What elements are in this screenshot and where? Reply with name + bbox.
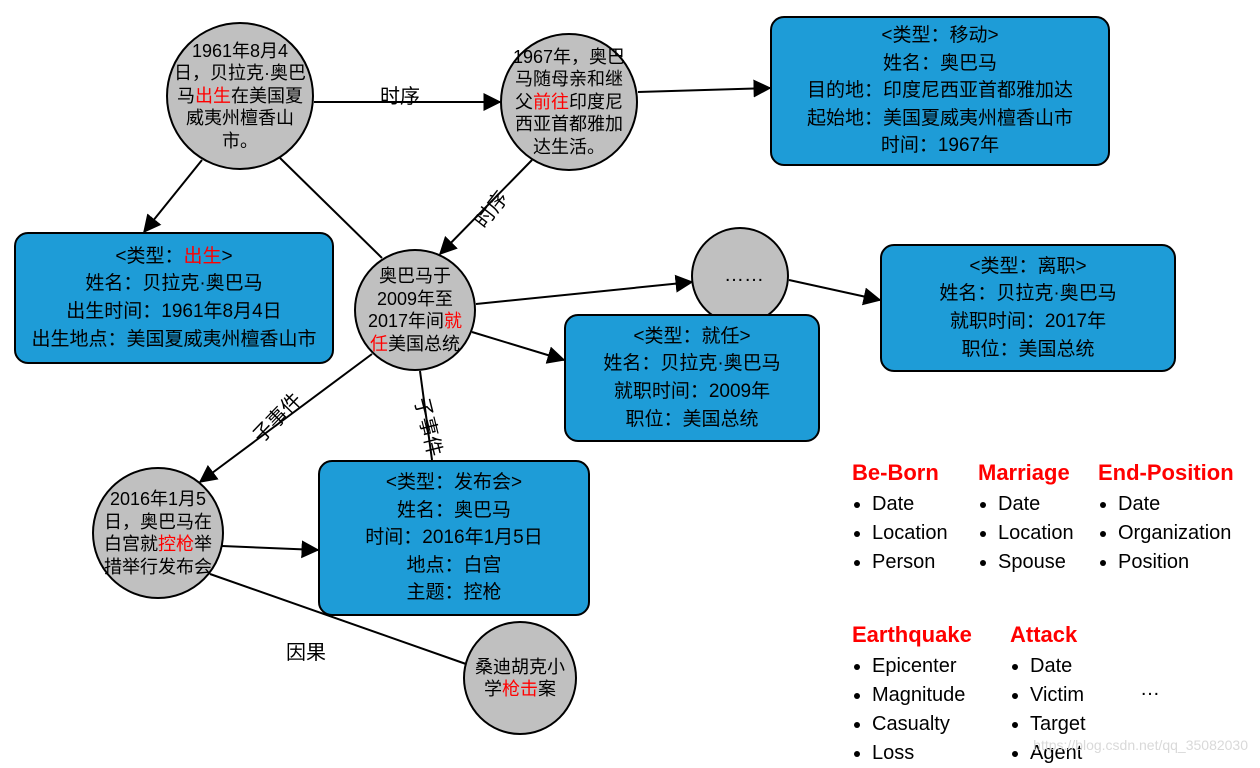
node-n2: 1967年，奥巴马随母亲和继父前往印度尼西亚首都雅加达生活。 xyxy=(500,33,638,171)
legend-title: Earthquake xyxy=(852,622,972,648)
node-b_press: <类型：发布会>姓名：奥巴马时间：2016年1月5日地点：白宫主题：控枪 xyxy=(318,460,590,616)
legend-Earthquake: Earthquake EpicenterMagnitudeCasualtyLoss xyxy=(852,622,972,768)
node-n3: 奥巴马于2009年至2017年间就任美国总统 xyxy=(354,249,476,371)
node-n5: 2016年1月5日，奥巴马在白宫就控枪举措举行发布会 xyxy=(92,467,224,599)
legend-item: Date xyxy=(998,490,1074,519)
node-n1: 1961年8月4日，贝拉克·奥巴马出生在美国夏威夷州檀香山市。 xyxy=(166,22,314,170)
legend-title: End-Position xyxy=(1098,460,1234,486)
legend-item: Person xyxy=(872,548,948,577)
edge-n1-b_birth xyxy=(144,160,202,232)
legend-Marriage: Marriage DateLocationSpouse xyxy=(978,460,1074,577)
edge-n2-b_move xyxy=(638,88,770,92)
edge-n3-b_take xyxy=(472,332,564,360)
legend-item: Location xyxy=(998,519,1074,548)
legend-item: Target xyxy=(1030,710,1086,739)
legend-item: Casualty xyxy=(872,710,972,739)
legend-End-Position: End-Position DateOrganizationPosition xyxy=(1098,460,1234,577)
legend-item: Location xyxy=(872,519,948,548)
edge-label-1: 时序 xyxy=(466,184,513,233)
node-n6: 桑迪胡克小学枪击案 xyxy=(463,621,577,735)
node-b_move: <类型：移动>姓名：奥巴马目的地：印度尼西亚首都雅加达起始地：美国夏威夷州檀香山… xyxy=(770,16,1110,166)
legend-title: Be-Born xyxy=(852,460,948,486)
edge-label-2: 子事件 xyxy=(245,385,308,448)
ellipsis-text: …… xyxy=(724,264,764,287)
legend-item: Epicenter xyxy=(872,652,972,681)
legend-item: Magnitude xyxy=(872,681,972,710)
edge-label-4: 因果 xyxy=(286,636,326,665)
edge-n3-n4 xyxy=(476,282,692,304)
diagram-stage: { "canvas": {"w":1260,"h":759,"bg":"#fff… xyxy=(0,0,1260,759)
edge-label-0: 时序 xyxy=(380,80,420,109)
legend-Be-Born: Be-Born DateLocationPerson xyxy=(852,460,948,577)
edge-n5-b_press xyxy=(222,546,318,550)
node-b_take: <类型：就任>姓名：贝拉克·奥巴马就职时间：2009年职位：美国总统 xyxy=(564,314,820,442)
node-b_leave: <类型：离职>姓名：贝拉克·奥巴马就职时间：2017年职位：美国总统 xyxy=(880,244,1176,372)
legend-item: Date xyxy=(1030,652,1086,681)
legend-item: Date xyxy=(1118,490,1234,519)
node-b_birth: <类型：出生>姓名：贝拉克·奥巴马出生时间：1961年8月4日出生地点：美国夏威… xyxy=(14,232,334,364)
legend-title: Marriage xyxy=(978,460,1074,486)
legend-item: Spouse xyxy=(998,548,1074,577)
legend-more: … xyxy=(1140,678,1160,701)
legend-item: Loss xyxy=(872,739,972,768)
legend-title: Attack xyxy=(1010,622,1086,648)
edge-label-3: 子事件 xyxy=(409,394,452,459)
legend-item: Victim xyxy=(1030,681,1086,710)
legend-item: Date xyxy=(872,490,948,519)
legend-item: Organization xyxy=(1118,519,1234,548)
watermark: https://blog.csdn.net/qq_35082030 xyxy=(1033,737,1248,753)
edge-n4-b_leave xyxy=(789,280,880,300)
legend-item: Position xyxy=(1118,548,1234,577)
